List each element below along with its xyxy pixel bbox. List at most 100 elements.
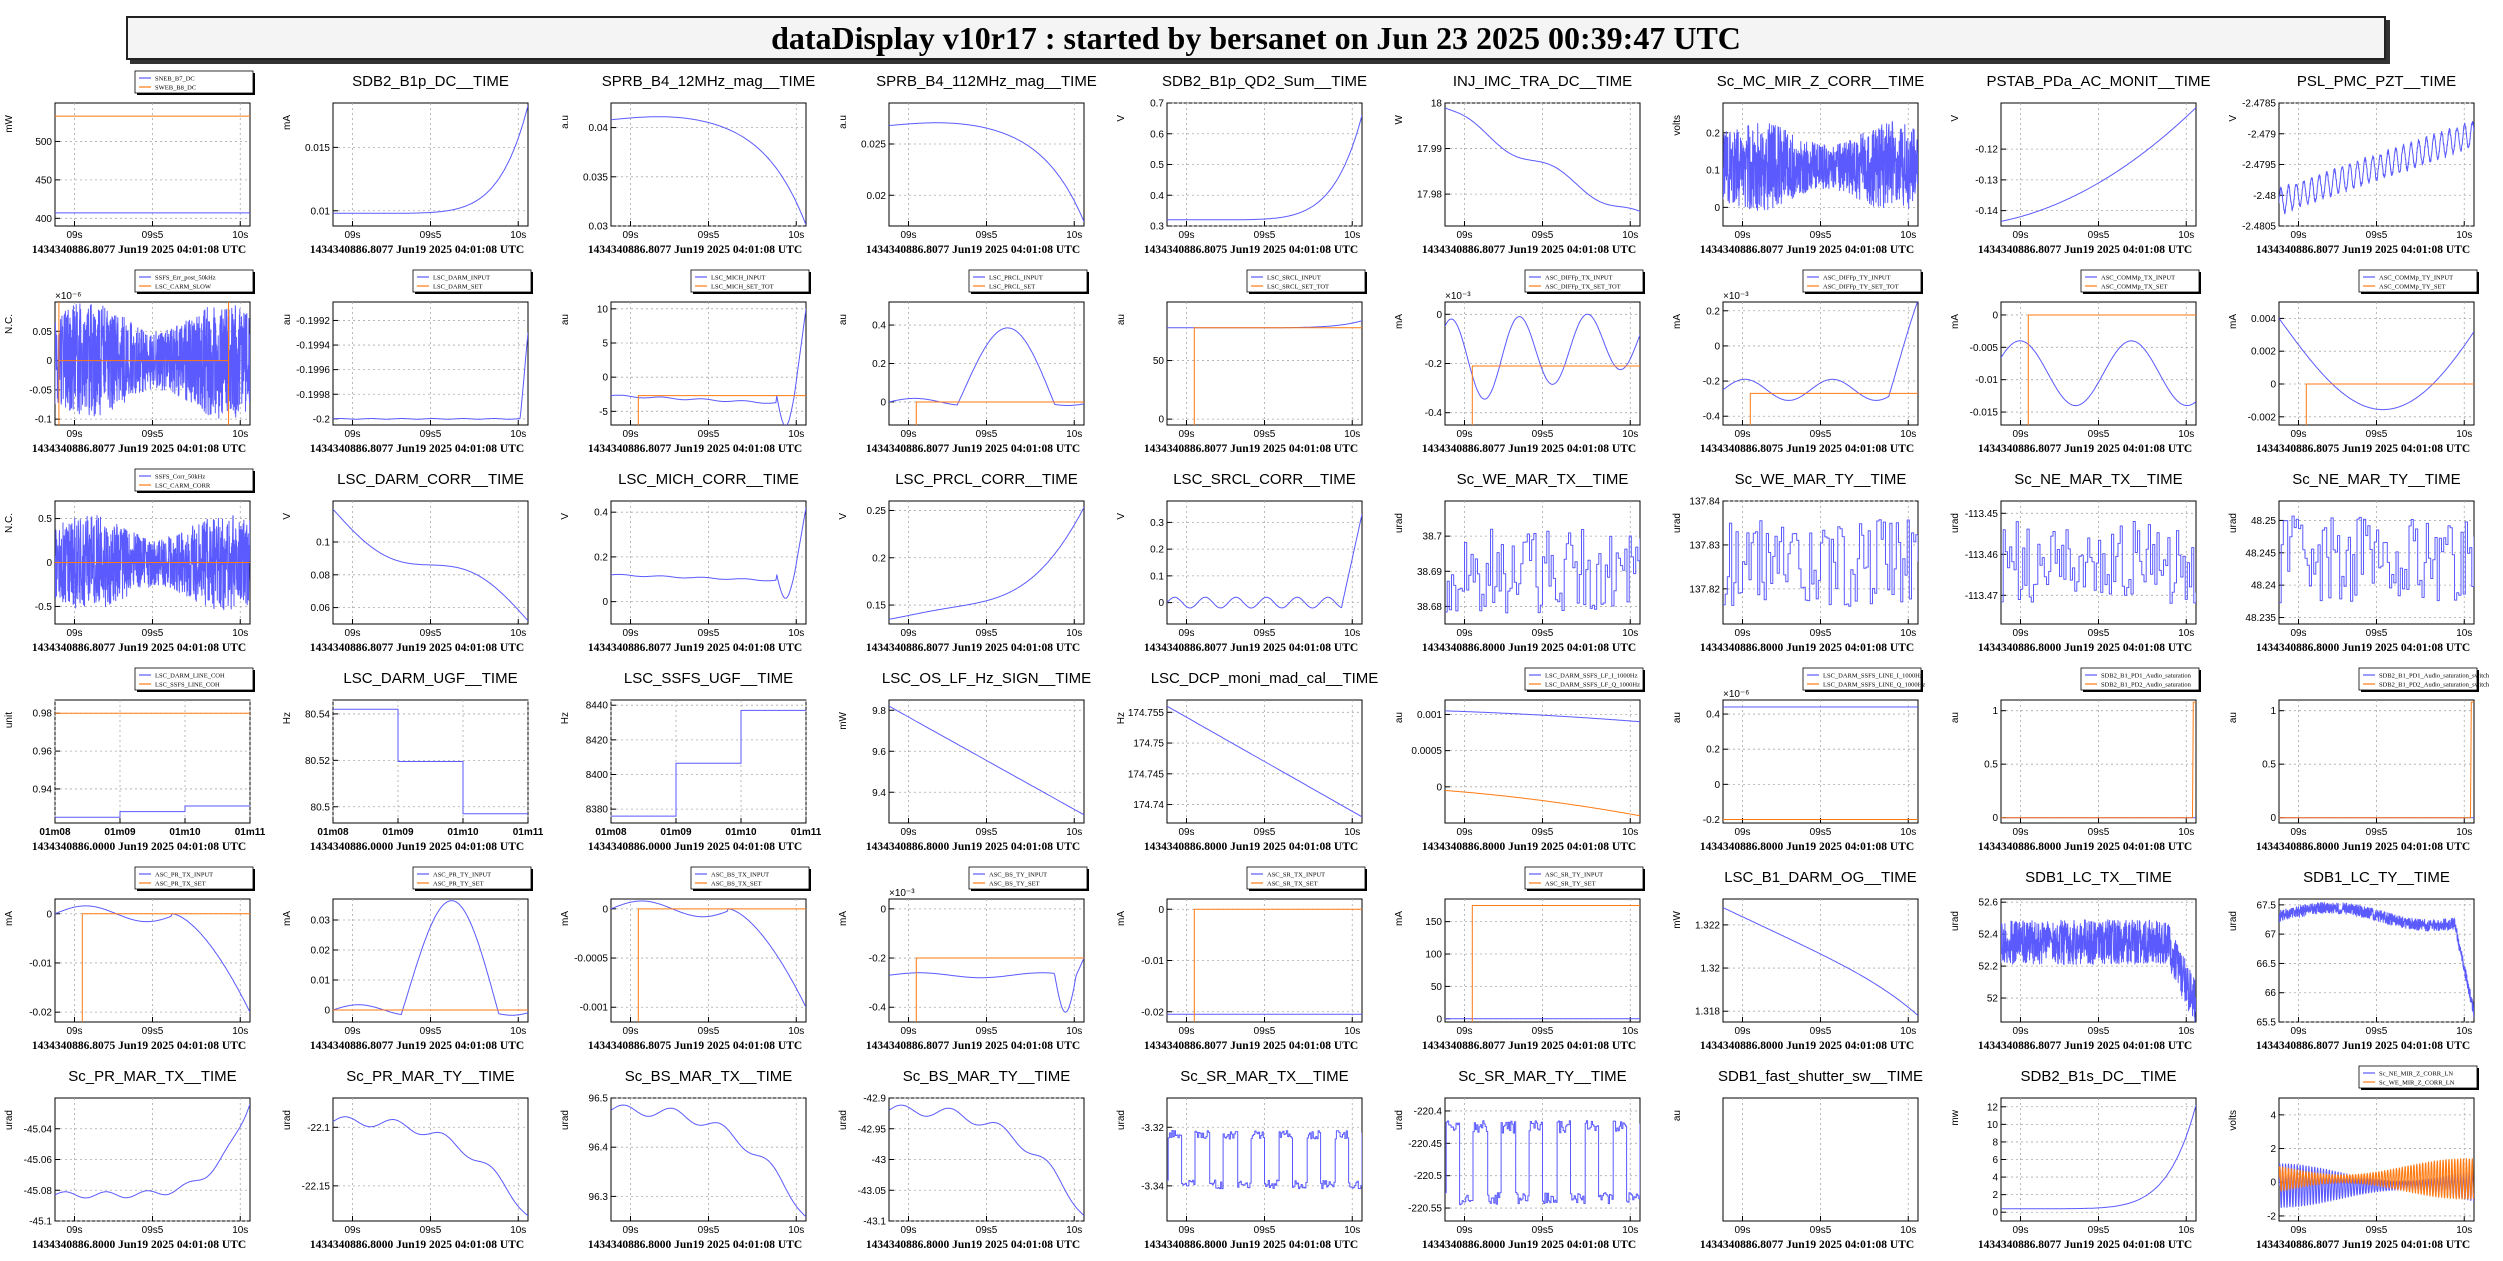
series-line (58, 302, 230, 425)
plot-svg: PSTAB_PDa_AC_MONIT__TIME 09s 09s5 10s -0.14 -… (1950, 73, 2210, 241)
plot-timestamp: 1434340886.8077 Jun19 2025 04:01:08 UTC (1143, 1040, 1359, 1052)
y-tick-label: 66 (2265, 988, 2277, 999)
x-tick-label: 10s (510, 1225, 526, 1236)
y-tick-label: -45.04 (24, 1124, 53, 1135)
y-tick-label: -22.15 (302, 1181, 331, 1192)
plot-svg: SDB1_LC_TX__TIME 09s 09s5 10s 52 52.2 52.4 52.6… (1950, 869, 2197, 1037)
plot-svg: LSC_DARM_UGF__TIME 01m08 01m09 01m10 01m11 80… (282, 670, 544, 838)
series-line (2279, 701, 2474, 819)
series-line (1445, 528, 1640, 614)
plot-svg: 09s 09s5 10s 0 0.5 1 au SDB2_B1_PD1_Audio_satur… (1950, 667, 2201, 838)
plot-svg: 09s 09s5 10s -0.5 0 0.5 N.C. SSFS_Corr_50kHz LSC… (4, 468, 255, 639)
plot-svg: SDB2_B1s_DC__TIME 09s 09s5 10s 0 2 4 6 8 10 12 mw (1950, 1068, 2197, 1236)
x-tick-label: 09s (66, 1026, 82, 1037)
y-tick-label: 174.75 (1133, 739, 1164, 750)
x-tick-label: 09s5 (1810, 429, 1832, 440)
y-tick-label: -45.06 (24, 1155, 53, 1166)
x-tick-label: 09s (1734, 827, 1750, 838)
series-line (611, 116, 806, 226)
y-tick-label: 0 (324, 1006, 330, 1017)
series-group (2279, 901, 2474, 1018)
y-axis-label: mA (1672, 314, 1683, 329)
y-tick-label: -113.47 (1965, 591, 1999, 602)
y-tick-label: 0.4 (1150, 191, 1164, 202)
plot-svg: LSC_B1_DARM_OG__TIME 09s 09s5 10s 1.318 1.32 1… (1672, 869, 1919, 1037)
x-tick-label: 10s (2456, 429, 2472, 440)
x-tick-label: 09s5 (1254, 230, 1276, 241)
y-tick-label: 0.94 (33, 784, 53, 795)
series-line (2001, 107, 2196, 222)
plot-panel: 09s 09s5 10s -0.015 -0.01 -0.005 0 mA ASC_COMMp_… (1946, 265, 2224, 464)
legend-entry: LSC_SSFS_LINE_COH (155, 682, 220, 689)
series-line (55, 1103, 250, 1199)
y-tick-label: 0 (2270, 1178, 2276, 1189)
x-tick-label: 10s (1622, 827, 1638, 838)
x-tick-label: 09s5 (420, 1225, 442, 1236)
x-tick-label: 09s (900, 230, 916, 241)
series-line (1167, 115, 1362, 221)
series-line (889, 1104, 1084, 1216)
series-group (1167, 1130, 1362, 1190)
plot-timestamp: 1434340886.8075 Jun19 2025 04:01:08 UTC (2255, 443, 2471, 455)
x-tick-label: 09s (1178, 1225, 1194, 1236)
x-tick-label: 09s (1734, 230, 1750, 241)
y-tick-label: 0.05 (33, 327, 53, 338)
y-tick-label: 4 (2270, 1110, 2276, 1121)
series-line (611, 900, 806, 1008)
plot-svg: Sc_PR_MAR_TX__TIME 09s 09s5 10s -45.04 -45.06… (4, 1068, 251, 1236)
plot-panel: LSC_DCP_moni_mad_cal__TIME 09s 09s5 10s 174.… (1112, 663, 1390, 862)
y-tick-label: 0 (1992, 310, 1998, 321)
y-tick-label: 0 (1158, 598, 1164, 609)
y-tick-label: 80.5 (311, 802, 331, 813)
series-line (333, 105, 528, 214)
x-tick-label: 09s5 (2366, 230, 2388, 241)
x-tick-label: 09s5 (976, 1225, 998, 1236)
y-tick-label: 10 (1987, 1120, 1999, 1131)
series-group (1445, 107, 1640, 212)
plot-title: LSC_SSFS_UGF__TIME (624, 670, 793, 687)
plot-svg: LSC_MICH_CORR__TIME 09s 09s5 10s 0 0.2 0.4 V (560, 471, 807, 639)
y-tick-label: -2.4795 (2242, 160, 2276, 171)
y-axis-label: urad (1950, 513, 1961, 533)
x-tick-label: 09s (622, 230, 638, 241)
x-tick-label: 09s5 (2366, 628, 2388, 639)
x-tick-label: 09s5 (1532, 827, 1554, 838)
y-tick-label: -22.1 (307, 1123, 330, 1134)
y-tick-label: 0.7 (1150, 99, 1164, 110)
series-line (333, 332, 528, 420)
y-tick-label: 8440 (586, 701, 609, 712)
y-tick-label: 96.3 (589, 1192, 609, 1203)
plot-svg: Sc_PR_MAR_TY__TIME 09s 09s5 10s -22.1 -22.15 u… (282, 1068, 529, 1236)
plot-timestamp: 1434340886.8077 Jun19 2025 04:01:08 UTC (1143, 642, 1359, 654)
legend-entry: ASC_BS_TY_INPUT (989, 872, 1047, 879)
legend-entry: ASC_SR_TX_INPUT (1267, 872, 1325, 879)
series-line (1445, 107, 1640, 212)
legend-entry: SDB2_B1_PD1_Audio_saturation (2101, 673, 2192, 680)
x-tick-label: 10s (1066, 230, 1082, 241)
x-tick-label: 01m11 (235, 827, 266, 838)
x-tick-label: 10s (510, 429, 526, 440)
y-tick-label: 0.5 (2262, 760, 2276, 771)
x-tick-label: 10s (2178, 628, 2194, 639)
series-line (1167, 705, 1362, 818)
legend-entry: ASC_SR_TY_INPUT (1545, 872, 1603, 879)
plot-timestamp: 1434340886.8000 Jun19 2025 04:01:08 UTC (1699, 1040, 1915, 1052)
y-tick-label: -2.4785 (2242, 99, 2276, 110)
plot-svg: 01m08 01m09 01m10 01m11 0.94 0.96 0.98 unit LSC_… (4, 667, 266, 838)
plot-svg: SPRB_B4_112MHz_mag__TIME 09s 09s5 10s 0.02 0.… (838, 73, 1097, 241)
y-tick-label: 9.6 (872, 747, 886, 758)
plot-svg: 09s 09s5 10s -0.002 0 0.002 0.004 mA ASC_COMMp_T… (2228, 269, 2479, 440)
series-group (2001, 521, 2196, 604)
y-tick-label: 0.0005 (1411, 746, 1442, 757)
legend-entry: ASC_SR_TX_SET (1267, 881, 1318, 888)
plot-panel: SDB2_B1p_DC__TIME 09s 09s5 10s 0.01 0.015 mA 14… (278, 66, 556, 265)
y-axis-label: mA (1394, 911, 1405, 926)
x-tick-label: 09s (1456, 628, 1472, 639)
y-tick-label: 67 (2265, 930, 2277, 941)
x-tick-label: 09s5 (420, 230, 442, 241)
plot-timestamp: 1434340886.8000 Jun19 2025 04:01:08 UTC (865, 841, 1081, 853)
plot-panel: Sc_NE_MAR_TY__TIME 09s 09s5 10s 48.235 48.24 4… (2224, 464, 2502, 663)
plot-timestamp: 1434340886.8077 Jun19 2025 04:01:08 UTC (587, 443, 803, 455)
plot-timestamp: 1434340886.8077 Jun19 2025 04:01:08 UTC (1421, 1040, 1637, 1052)
y-tick-label: -0.1996 (296, 365, 330, 376)
